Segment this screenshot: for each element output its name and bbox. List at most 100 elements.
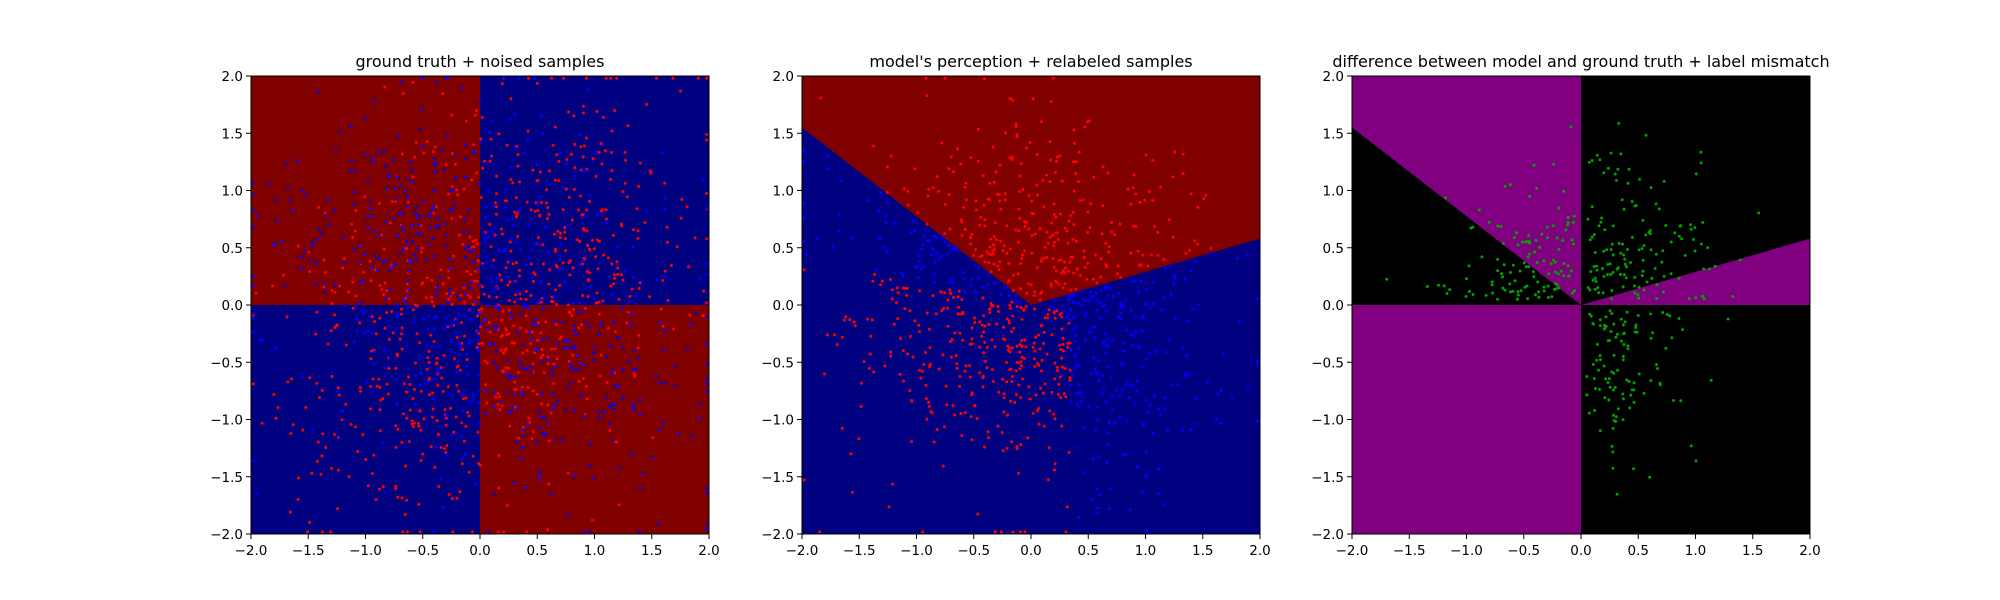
sample-point [631,228,635,232]
sample-point [1083,125,1087,129]
sample-point [1059,347,1063,351]
sample-point [447,276,451,280]
sample-point [925,311,929,315]
sample-point [942,425,946,429]
sample-point [464,256,468,260]
sample-point [452,430,456,434]
sample-point [1094,291,1098,295]
sample-point [1561,239,1565,243]
sample-point [1077,383,1081,387]
sample-point [336,507,340,511]
sample-point [454,415,458,419]
sample-point [598,374,602,378]
sample-point [1011,530,1015,534]
sample-point [1636,314,1640,318]
sample-point [987,307,991,311]
sample-point [566,471,570,475]
sample-point [1145,530,1149,534]
sample-point [1052,202,1056,206]
sample-point [1048,140,1052,144]
sample-point [999,530,1003,534]
sample-point [1033,232,1037,236]
sample-point [497,247,501,251]
ground-truth-panel: −2.0 −1.5 −1.0 −0.5 0.0 0.5 1.0 1.5 2.0−2.0−1.5−… [210,52,720,559]
sample-point [404,464,408,468]
sample-point [991,380,995,384]
sample-point [419,127,423,131]
sample-point [1694,172,1698,176]
sample-point [1590,159,1594,163]
sample-point [1099,257,1103,261]
sample-point [463,143,467,147]
sample-point [363,116,367,120]
sample-point [578,134,582,138]
sample-point [1167,338,1171,342]
sample-point [546,355,550,359]
sample-point [446,385,450,389]
sample-point [515,289,519,293]
sample-point [401,298,405,302]
sample-point [1571,242,1575,246]
sample-point [441,505,445,509]
sample-point [955,147,959,151]
sample-point [1064,530,1068,534]
sample-point [489,276,493,280]
sample-point [486,236,490,240]
sample-point [418,383,422,387]
sample-point [1061,286,1065,290]
sample-point [400,224,404,228]
sample-point [1097,379,1101,383]
sample-point [1082,256,1086,260]
sample-point [579,393,583,397]
axis-ticks: −2.0 −1.5 −1.0 −0.5 0.0 0.5 1.0 1.5 2.0−2.0−1.5−… [210,69,720,559]
sample-point [656,522,660,526]
sample-point [691,434,695,438]
sample-point [477,373,481,377]
sample-point [582,530,586,534]
sample-point [1061,365,1065,369]
sample-point [1068,368,1072,372]
sample-point [496,402,500,406]
sample-point [439,366,443,370]
sample-point [1619,272,1623,276]
sample-point [1010,330,1014,334]
sample-point [663,269,667,273]
sample-point [596,267,600,271]
sample-point [884,213,888,217]
sample-point [940,254,944,258]
sample-point [1464,277,1468,281]
sample-point [387,338,391,342]
sample-point [507,298,511,302]
sample-point [467,341,471,345]
sample-point [563,338,567,342]
sample-point [324,270,328,274]
sample-point [527,416,531,420]
sample-point [409,260,413,264]
sample-point [370,349,374,353]
sample-point [866,317,870,321]
y-tick-label: 0.5 [773,241,794,257]
sample-point [1051,234,1055,238]
sample-point [1484,293,1488,297]
sample-point [1095,487,1099,491]
sample-point [386,392,390,396]
sample-point [430,300,434,304]
sample-point [1128,508,1132,512]
sample-point [1080,303,1084,307]
sample-point [577,208,581,212]
sample-point [913,229,917,233]
sample-point [493,226,497,230]
sample-point [802,148,806,152]
sample-point [1017,300,1021,304]
sample-point [432,377,436,381]
sample-point [1027,194,1031,198]
sample-point [663,196,667,200]
sample-point [1055,309,1059,313]
sample-point [1007,319,1011,323]
sample-point [623,150,627,154]
sample-point [1018,174,1022,178]
sample-point [521,367,525,371]
sample-point [362,331,366,335]
sample-point [664,275,668,279]
sample-point [1118,394,1122,398]
